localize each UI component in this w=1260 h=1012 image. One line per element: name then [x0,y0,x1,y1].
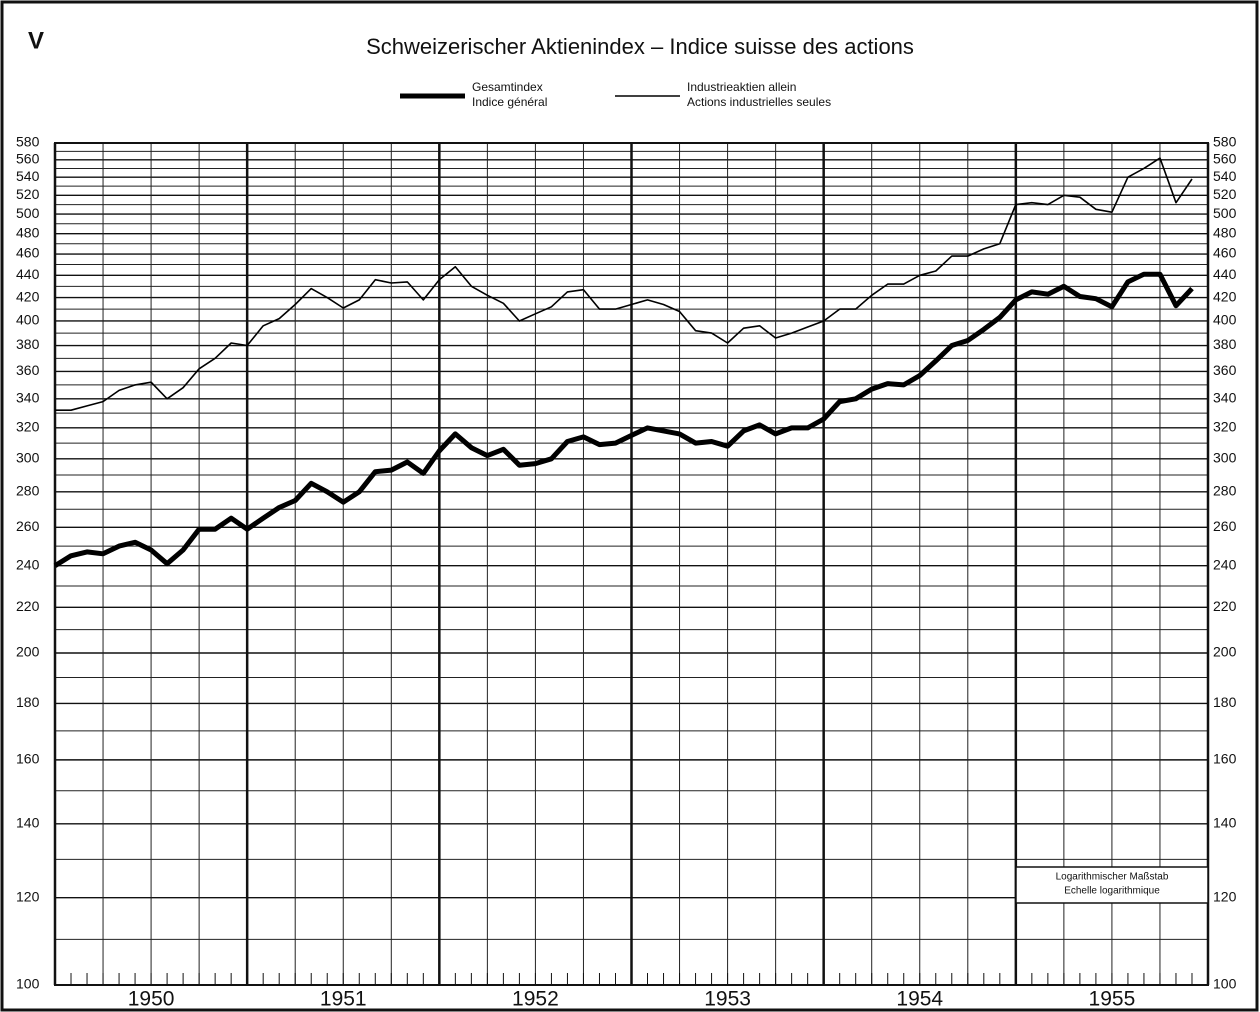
y-tick-label: 240 [16,556,40,572]
series-line [55,157,1193,411]
x-group-label: 1952 [512,988,559,1011]
y2-tick-label: 240 [1213,556,1237,572]
x-group-label: 1954 [896,988,943,1011]
y-tick-label: 440 [16,266,40,282]
y2-tick-label: 380 [1213,336,1237,352]
chart-title: Schweizerischer Aktienindex – Indice sui… [366,34,914,59]
x-group-label: 1953 [704,988,751,1011]
x-group-label: 1951 [320,988,367,1011]
y2-tick-label: 260 [1213,518,1237,534]
legend-label: Actions industrielles seules [687,95,831,109]
y-tick-label: 100 [16,976,40,992]
legend-label: Industrieaktien allein [687,80,796,94]
legend-label: Indice général [472,95,547,109]
y2-tick-label: 140 [1213,815,1237,831]
y-tick-label: 500 [16,205,40,221]
y2-tick-label: 500 [1213,205,1237,221]
scale-note: Echelle logarithmique [1064,886,1160,897]
y-tick-label: 380 [16,336,40,352]
y-tick-label: 420 [16,288,40,304]
y-tick-label: 140 [16,815,40,831]
y-tick-label: 180 [16,694,40,710]
plate-label: V [28,27,44,54]
y-tick-label: 320 [16,419,40,435]
y2-tick-label: 320 [1213,419,1237,435]
y2-tick-label: 560 [1213,151,1237,167]
y2-tick-label: 540 [1213,168,1237,184]
y-tick-label: 480 [16,224,40,240]
y2-tick-label: 120 [1213,888,1237,904]
y2-tick-label: 480 [1213,224,1237,240]
y-tick-label: 520 [16,186,40,202]
x-group-label: 1950 [128,988,175,1011]
y2-tick-label: 280 [1213,483,1237,499]
y-tick-label: 560 [16,151,40,167]
y2-tick-label: 580 [1213,134,1237,150]
y2-tick-label: 160 [1213,751,1237,767]
y2-tick-label: 200 [1213,644,1237,660]
x-group-label: 1955 [1089,988,1136,1011]
y-tick-label: 540 [16,168,40,184]
legend-label: Gesamtindex [472,80,543,94]
y2-tick-label: 440 [1213,266,1237,282]
y-tick-label: 280 [16,483,40,499]
scale-note: Logarithmischer Maßstab [1056,872,1169,883]
y-tick-label: 460 [16,245,40,261]
y-tick-label: 340 [16,390,40,406]
y2-tick-label: 520 [1213,186,1237,202]
y-tick-label: 160 [16,751,40,767]
series-line [53,271,1194,568]
y2-tick-label: 340 [1213,390,1237,406]
y-tick-label: 580 [16,134,40,150]
y2-tick-label: 220 [1213,598,1237,614]
y2-tick-label: 460 [1213,245,1237,261]
y-tick-label: 200 [16,644,40,660]
y2-tick-label: 360 [1213,362,1237,378]
y2-tick-label: 420 [1213,288,1237,304]
y-tick-label: 260 [16,518,40,534]
y2-tick-label: 180 [1213,694,1237,710]
y2-tick-label: 300 [1213,449,1237,465]
y-tick-label: 400 [16,312,40,328]
scale-note-box [1015,866,1209,904]
y-tick-label: 360 [16,362,40,378]
y2-tick-label: 100 [1213,976,1237,992]
y-tick-label: 300 [16,449,40,465]
y-tick-label: 120 [16,888,40,904]
y2-tick-label: 400 [1213,312,1237,328]
y-tick-label: 220 [16,598,40,614]
